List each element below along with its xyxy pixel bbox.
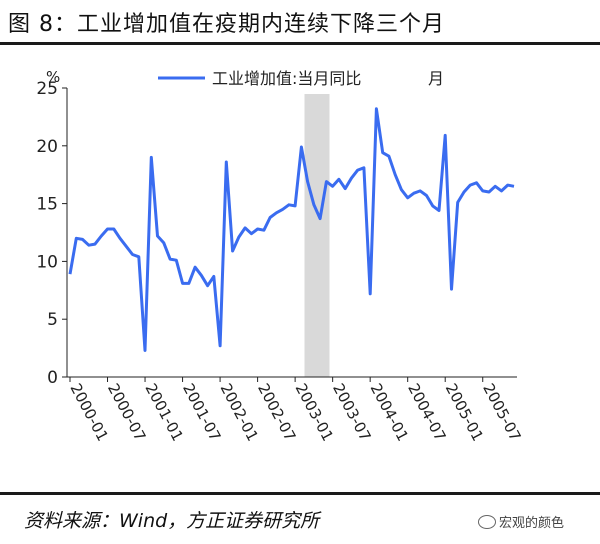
- legend-label: 工业增加值:当月同比: [212, 69, 361, 88]
- wechat-icon: [478, 515, 496, 529]
- watermark: 宏观的颜色: [478, 512, 564, 531]
- series-line: [68, 107, 515, 352]
- top-rule: [0, 42, 600, 45]
- legend-unit: 月: [428, 69, 444, 88]
- y-tick-label: 15: [36, 195, 58, 215]
- y-tick-label: 5: [47, 310, 58, 330]
- watermark-text: 宏观的颜色: [499, 516, 565, 531]
- y-tick-label: 20: [36, 137, 58, 157]
- line-chart: 0510152025%2000-012000-072001-012001-072…: [36, 68, 524, 444]
- figure-title: 图 8：工业增加值在疫期内连续下降三个月: [8, 12, 445, 37]
- y-tick-label: 25: [36, 79, 58, 99]
- y-unit-label: %: [46, 68, 60, 86]
- y-tick-label: 10: [36, 252, 58, 272]
- bottom-rule: [0, 492, 600, 495]
- shaded-period: [304, 94, 330, 377]
- source-note: 资料来源：Wind，方正证券研究所: [24, 510, 320, 532]
- y-tick-label: 0: [47, 368, 58, 388]
